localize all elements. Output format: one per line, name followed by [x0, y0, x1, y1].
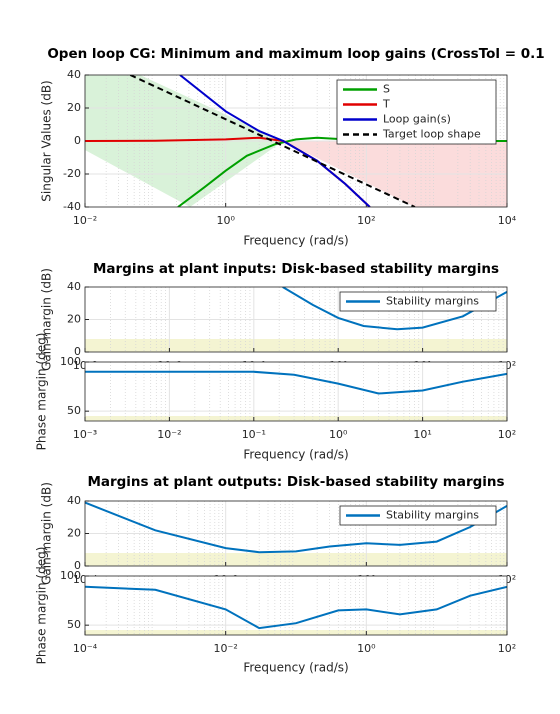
y-tick-label: 50 — [67, 404, 81, 417]
legend-label: Stability margins — [386, 509, 479, 522]
y-tick-label: 40 — [67, 280, 81, 293]
y-tick-label: -40 — [63, 200, 81, 213]
plot-area — [85, 501, 507, 554]
y-tick-label: -20 — [63, 167, 81, 180]
axes-box — [84, 361, 508, 422]
legend-label: T — [382, 98, 390, 111]
y-tick-label: 40 — [67, 494, 81, 507]
x-tick-label: 10² — [498, 428, 516, 441]
y-tick-label: 20 — [67, 313, 81, 326]
legend-label: Stability margins — [386, 295, 479, 308]
axes-box — [84, 286, 508, 353]
requirement-region — [85, 553, 507, 566]
series-line — [85, 370, 507, 395]
series-line — [282, 287, 507, 331]
x-tick-label: 10⁴ — [498, 214, 517, 227]
x-tick-label: 10⁻² — [73, 214, 97, 227]
legend-label: S — [383, 83, 390, 96]
requirement-region — [85, 630, 507, 635]
x-tick-label: 10¹ — [413, 428, 431, 441]
legend-label: Loop gain(s) — [383, 113, 451, 126]
axes-box — [84, 575, 508, 636]
legend-box — [339, 291, 497, 312]
x-axis-label: Frequency (rad/s) — [243, 661, 348, 675]
x-axis-label: Frequency (rad/s) — [243, 234, 348, 248]
y-tick-label: 50 — [67, 618, 81, 631]
x-tick-label: 10² — [498, 642, 516, 655]
series-line — [85, 501, 507, 554]
legend-label: Target loop shape — [382, 128, 481, 141]
legend-box — [339, 505, 497, 526]
plot-area — [282, 287, 507, 331]
x-tick-label: 10⁻² — [157, 428, 181, 441]
y-axis-label: Gain margin (dB) — [40, 268, 54, 371]
y-tick-label: 100 — [60, 355, 81, 368]
x-axis-label: Frequency (rad/s) — [243, 448, 348, 462]
chart-title: Margins at plant inputs: Disk-based stab… — [93, 261, 499, 277]
x-tick-label: 10⁰ — [357, 642, 376, 655]
chart-title: Open loop CG: Minimum and maximum loop g… — [47, 46, 544, 62]
x-tick-label: 10⁻¹ — [242, 428, 266, 441]
x-tick-label: 10⁰ — [329, 428, 348, 441]
series-line — [129, 75, 416, 207]
x-tick-label: 10⁻² — [214, 642, 238, 655]
y-tick-label: 0 — [74, 559, 81, 572]
y-axis-label: Phase margin (deg) — [35, 333, 49, 451]
x-tick-label: 10⁻³ — [73, 428, 97, 441]
y-tick-label: 0 — [74, 134, 81, 147]
y-tick-label: 100 — [60, 569, 81, 582]
y-tick-label: 20 — [67, 527, 81, 540]
y-tick-label: 0 — [74, 345, 81, 358]
y-axis-label: Singular Values (dB) — [40, 80, 54, 201]
requirement-region — [85, 339, 507, 352]
axes-box — [84, 74, 508, 208]
y-tick-label: 40 — [67, 68, 81, 81]
x-tick-label: 10⁻⁴ — [73, 642, 98, 655]
y-axis-label: Gain margin (dB) — [40, 482, 54, 585]
plot-area — [85, 585, 507, 630]
y-axis-label: Phase margin (deg) — [35, 547, 49, 665]
x-tick-label: 10⁰ — [216, 214, 235, 227]
plot-area — [85, 370, 507, 395]
x-tick-label: 10² — [357, 214, 375, 227]
y-tick-label: 20 — [67, 101, 81, 114]
series-line — [179, 75, 371, 207]
chart-title: Margins at plant outputs: Disk-based sta… — [87, 474, 504, 490]
series-line — [85, 585, 507, 630]
axes-box — [84, 500, 508, 567]
requirement-region — [85, 416, 507, 421]
